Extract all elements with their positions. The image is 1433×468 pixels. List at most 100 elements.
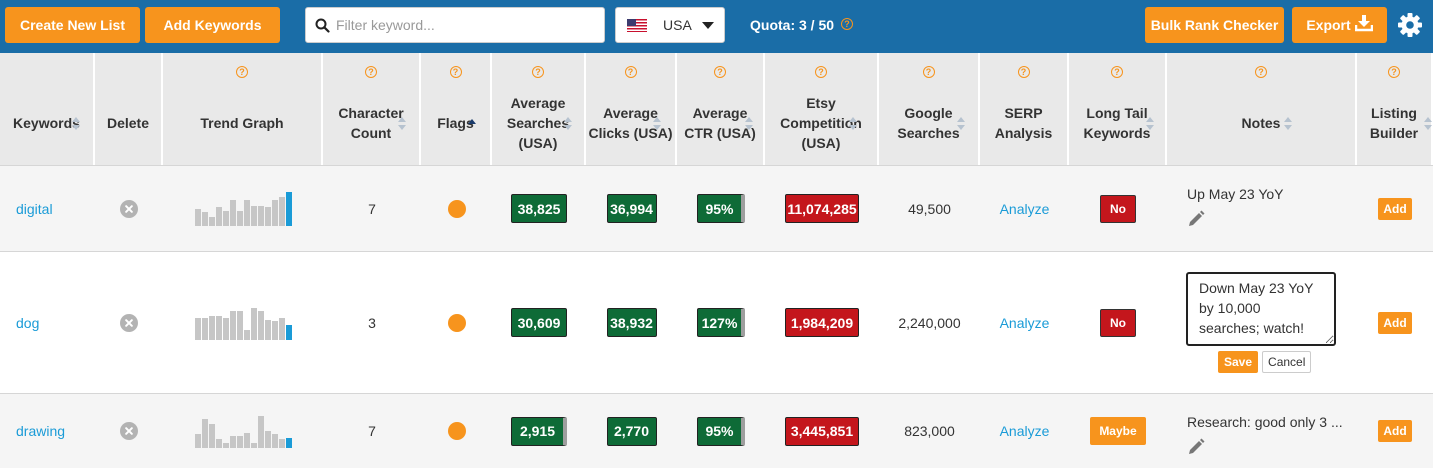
trend-bar — [285, 438, 292, 448]
table-cell — [421, 394, 492, 468]
edit-note-pencil-icon[interactable] — [1187, 438, 1205, 456]
top-toolbar: Create New List Add Keywords USA Quota: … — [0, 0, 1433, 53]
keyword-link[interactable]: digital — [16, 200, 53, 217]
table-cell — [163, 252, 323, 393]
table-cell: 11,074,285 — [765, 166, 879, 251]
column-help-icon[interactable]: ? — [449, 66, 462, 78]
edit-note-pencil-icon[interactable] — [1187, 210, 1205, 228]
column-help-icon[interactable]: ? — [714, 66, 726, 78]
save-note-button[interactable]: Save — [1218, 351, 1259, 373]
column-help-icon[interactable]: ? — [365, 66, 377, 78]
table-cell: Add — [1357, 166, 1433, 251]
flag-indicator-dot[interactable] — [447, 313, 466, 332]
character-count: 7 — [368, 200, 376, 217]
create-new-list-button[interactable]: Create New List — [5, 7, 140, 43]
column-header[interactable]: ? Flags — [421, 53, 492, 165]
trend-bar — [194, 208, 201, 226]
column-header[interactable]: ? Character Count — [323, 53, 421, 165]
bulk-rank-checker-button[interactable]: Bulk Rank Checker — [1145, 7, 1284, 43]
table-cell: No — [1069, 166, 1167, 251]
etsy-competition-badge: 3,445,851 — [785, 416, 859, 446]
cancel-note-button[interactable]: Cancel — [1262, 351, 1312, 373]
listing-builder-add-button[interactable]: Add — [1378, 197, 1412, 220]
quota-help-icon[interactable]: ? — [841, 18, 853, 30]
etsy-competition-badge: 11,074,285 — [785, 194, 859, 223]
serp-analyze-link[interactable]: Analyze — [999, 423, 1050, 439]
long-tail-badge[interactable]: Maybe — [1090, 417, 1146, 445]
column-help-icon[interactable]: ? — [624, 66, 637, 78]
flag-indicator-dot[interactable] — [447, 422, 466, 440]
sort-icon[interactable] — [1284, 117, 1292, 130]
sort-icon[interactable] — [1424, 117, 1432, 130]
sort-icon[interactable] — [653, 117, 661, 130]
column-header[interactable]: ? Average Searches (USA) — [492, 53, 586, 165]
gear-icon[interactable] — [1397, 12, 1423, 38]
filter-keyword-field[interactable] — [305, 7, 605, 43]
sort-icon[interactable] — [849, 117, 857, 130]
column-header[interactable]: ? Long Tail Keywords — [1069, 53, 1167, 165]
keyword-link[interactable]: dog — [16, 314, 40, 331]
notes-edit-actions: Save Cancel — [1218, 351, 1312, 373]
table-cell: 95% — [677, 394, 765, 468]
column-header[interactable]: ? Etsy Competition (USA) — [765, 53, 879, 165]
column-header[interactable]: ? Listing Builder — [1357, 53, 1433, 165]
trend-graph — [194, 191, 292, 226]
country-select-value: USA — [663, 17, 692, 33]
table-cell — [421, 252, 492, 393]
column-help-icon[interactable]: ? — [236, 66, 248, 78]
column-help-icon[interactable]: ? — [922, 66, 935, 78]
table-cell: drawing — [0, 394, 95, 468]
delete-icon[interactable] — [120, 422, 138, 440]
column-help-icon[interactable]: ? — [1111, 66, 1123, 78]
column-header[interactable]: ? Average CTR (USA) — [677, 53, 765, 165]
delete-icon[interactable] — [120, 313, 138, 332]
trend-bar — [201, 419, 208, 448]
column-help-icon[interactable]: ? — [1017, 66, 1030, 78]
table-cell: 1,984,209 — [765, 252, 879, 393]
trend-bar — [222, 210, 229, 226]
trend-bar — [250, 307, 257, 340]
country-select[interactable]: USA — [615, 7, 725, 43]
add-keywords-button[interactable]: Add Keywords — [145, 7, 280, 43]
sort-icon[interactable] — [72, 117, 80, 130]
sort-icon[interactable] — [957, 117, 965, 130]
column-help-icon[interactable]: ? — [532, 66, 544, 78]
long-tail-badge[interactable]: No — [1100, 308, 1136, 337]
long-tail-badge[interactable]: No — [1100, 194, 1136, 223]
keyword-link[interactable]: drawing — [16, 423, 66, 439]
flag-indicator-dot[interactable] — [447, 199, 466, 218]
serp-analyze-link[interactable]: Analyze — [999, 314, 1050, 331]
notes-textarea[interactable] — [1186, 272, 1336, 346]
export-button[interactable]: Export — [1292, 7, 1387, 43]
sort-ascending-icon[interactable] — [468, 119, 476, 132]
column-help-icon[interactable]: ? — [1255, 66, 1267, 78]
column-header[interactable]: ? Notes — [1167, 53, 1357, 165]
trend-bar — [229, 436, 236, 448]
filter-keyword-input[interactable] — [336, 17, 586, 33]
trend-bar — [257, 416, 264, 448]
column-header-label: Long Tail Keywords — [1083, 105, 1151, 141]
sort-icon[interactable] — [564, 117, 572, 130]
table-cell: 823,000 — [879, 394, 980, 468]
column-header[interactable]: ? Google Searches — [879, 53, 980, 165]
sort-icon[interactable] — [745, 117, 753, 130]
column-header: ? SERP Analysis — [980, 53, 1069, 165]
column-header[interactable]: ? Average Clicks (USA) — [586, 53, 677, 165]
column-help-icon[interactable]: ? — [815, 66, 827, 78]
table-cell: 38,825 — [492, 166, 586, 251]
column-header[interactable]: Keywords — [0, 53, 95, 165]
average-clicks-badge: 2,770 — [606, 416, 657, 446]
column-header-label: Listing Builder — [1369, 105, 1419, 141]
serp-analyze-link[interactable]: Analyze — [999, 200, 1050, 217]
usa-flag-icon — [627, 18, 647, 32]
listing-builder-add-button[interactable]: Add — [1378, 311, 1412, 334]
table-cell: 3,445,851 — [765, 394, 879, 468]
listing-builder-add-button[interactable]: Add — [1378, 420, 1412, 442]
trend-bar — [215, 206, 222, 226]
column-help-icon[interactable]: ? — [1388, 66, 1400, 78]
delete-icon[interactable] — [120, 199, 138, 218]
sort-icon[interactable] — [398, 117, 406, 130]
column-header-label: Delete — [106, 115, 150, 131]
trend-bar — [208, 424, 215, 448]
sort-icon[interactable] — [1146, 117, 1154, 130]
